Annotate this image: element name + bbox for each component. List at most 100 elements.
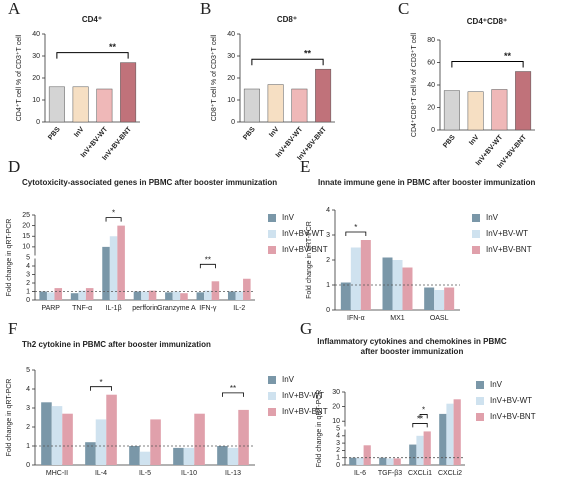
legend-label: InV+BV-BNT <box>490 412 536 421</box>
bar <box>356 457 364 465</box>
y-tick-label: 0 <box>26 297 30 304</box>
significance-bracket <box>56 52 129 59</box>
y-tick-label: 0 <box>431 127 435 134</box>
y-tick-label: 25 <box>22 212 30 219</box>
bar <box>439 413 447 465</box>
x-tick-label: MHC-II <box>46 470 68 477</box>
bar <box>129 446 140 465</box>
x-tick-label: PBS <box>442 134 457 150</box>
bar <box>267 84 284 123</box>
legend-label: InV <box>282 375 295 384</box>
bar <box>243 278 251 300</box>
bar <box>467 91 484 131</box>
bar <box>70 293 79 300</box>
x-tick-label: IL-10 <box>181 470 197 477</box>
bar <box>424 287 435 310</box>
y-axis-label: Fold change in qRT-PCR <box>316 390 323 468</box>
chart-title: Inflammatory cytokines and chemokines in… <box>317 337 507 346</box>
y-tick-label: 5 <box>336 425 340 432</box>
bar <box>363 445 371 465</box>
bar <box>235 291 244 300</box>
legend-swatch <box>268 230 276 238</box>
bar <box>78 290 86 300</box>
x-tick-label: InV <box>268 126 281 139</box>
y-axis-label: CD8⁺T cell % of CD3⁺T cell <box>211 34 218 121</box>
bar <box>315 68 332 123</box>
bar <box>423 431 431 465</box>
significance-bracket <box>412 423 428 428</box>
y-tick-label: 0 <box>26 462 30 469</box>
significance-label: ** <box>109 42 117 52</box>
bar <box>165 292 173 300</box>
bar <box>238 409 249 465</box>
significance-label: * <box>422 406 425 415</box>
bar <box>409 444 417 465</box>
y-axis-label: CD4⁺T cell % of CD3⁺T cell <box>16 34 23 121</box>
legend-swatch <box>472 246 480 254</box>
chart-title: CD8⁺ <box>277 15 297 24</box>
x-tick-label: CXCLi1 <box>408 470 432 477</box>
x-tick-label: IFN-α <box>347 315 365 322</box>
significance-bracket <box>222 392 244 397</box>
axis-break <box>32 255 38 259</box>
bar <box>382 257 393 310</box>
significance-bracket <box>90 386 112 391</box>
x-tick-label: PBS <box>47 126 62 142</box>
chart-title: CD4⁺ <box>82 15 102 24</box>
bar <box>39 291 47 300</box>
x-tick-label: perfforin <box>132 305 158 312</box>
bar <box>95 419 107 465</box>
bar <box>491 89 508 131</box>
bar <box>41 402 52 465</box>
y-tick-label: 4 <box>26 386 30 393</box>
panel-letter: A <box>8 0 21 18</box>
x-tick-label: IL-4 <box>95 470 107 477</box>
y-tick-label: 2 <box>26 280 30 287</box>
legend-swatch <box>268 246 276 254</box>
panel-letter: C <box>398 0 409 18</box>
significance-label: * <box>99 378 102 387</box>
y-tick-label: 10 <box>22 244 30 251</box>
x-tick-label: IL-2 <box>233 305 245 312</box>
bar <box>141 291 149 300</box>
x-tick-label: InV <box>73 126 86 139</box>
bar <box>194 413 205 465</box>
significance-bracket <box>105 217 122 222</box>
y-tick-label: 1 <box>26 288 30 295</box>
bar <box>340 282 351 310</box>
significance-label: ** <box>230 384 236 393</box>
bar <box>54 288 63 300</box>
y-tick-label: 30 <box>227 53 235 60</box>
bar <box>402 267 413 310</box>
bar <box>72 86 89 123</box>
y-axis-label: CD4⁺CD8⁺T cell % of CD3⁺T cell <box>411 32 418 137</box>
x-tick-label: InV <box>468 134 481 147</box>
legend-swatch <box>268 392 276 400</box>
y-tick-label: 40 <box>32 31 40 38</box>
bar <box>515 71 532 131</box>
bar <box>360 240 371 310</box>
significance-label: ** <box>205 255 211 264</box>
bar <box>350 247 361 310</box>
legend-label: InV+BV-WT <box>490 396 532 405</box>
y-tick-label: 20 <box>32 75 40 82</box>
x-tick-label: Granzyme A <box>157 305 196 312</box>
bar <box>62 413 73 465</box>
y-tick-label: 3 <box>26 271 30 278</box>
y-axis-label: Fold change in qRT-PCR <box>6 379 13 457</box>
y-tick-label: 30 <box>32 53 40 60</box>
y-tick-label: 30 <box>332 389 340 396</box>
bar <box>106 394 117 465</box>
legend-swatch <box>268 408 276 416</box>
chart-title: Innate immune gene in PBMC after booster… <box>318 178 535 187</box>
x-tick-label: IL-6 <box>354 470 366 477</box>
legend-label: InV+BV-BNT <box>282 245 328 254</box>
y-tick-label: 4 <box>26 263 30 270</box>
bar <box>243 88 260 123</box>
bar <box>148 290 157 300</box>
legend-label: InV+BV-WT <box>486 229 528 238</box>
significance-bracket <box>345 231 367 236</box>
significance-bracket <box>451 61 524 68</box>
